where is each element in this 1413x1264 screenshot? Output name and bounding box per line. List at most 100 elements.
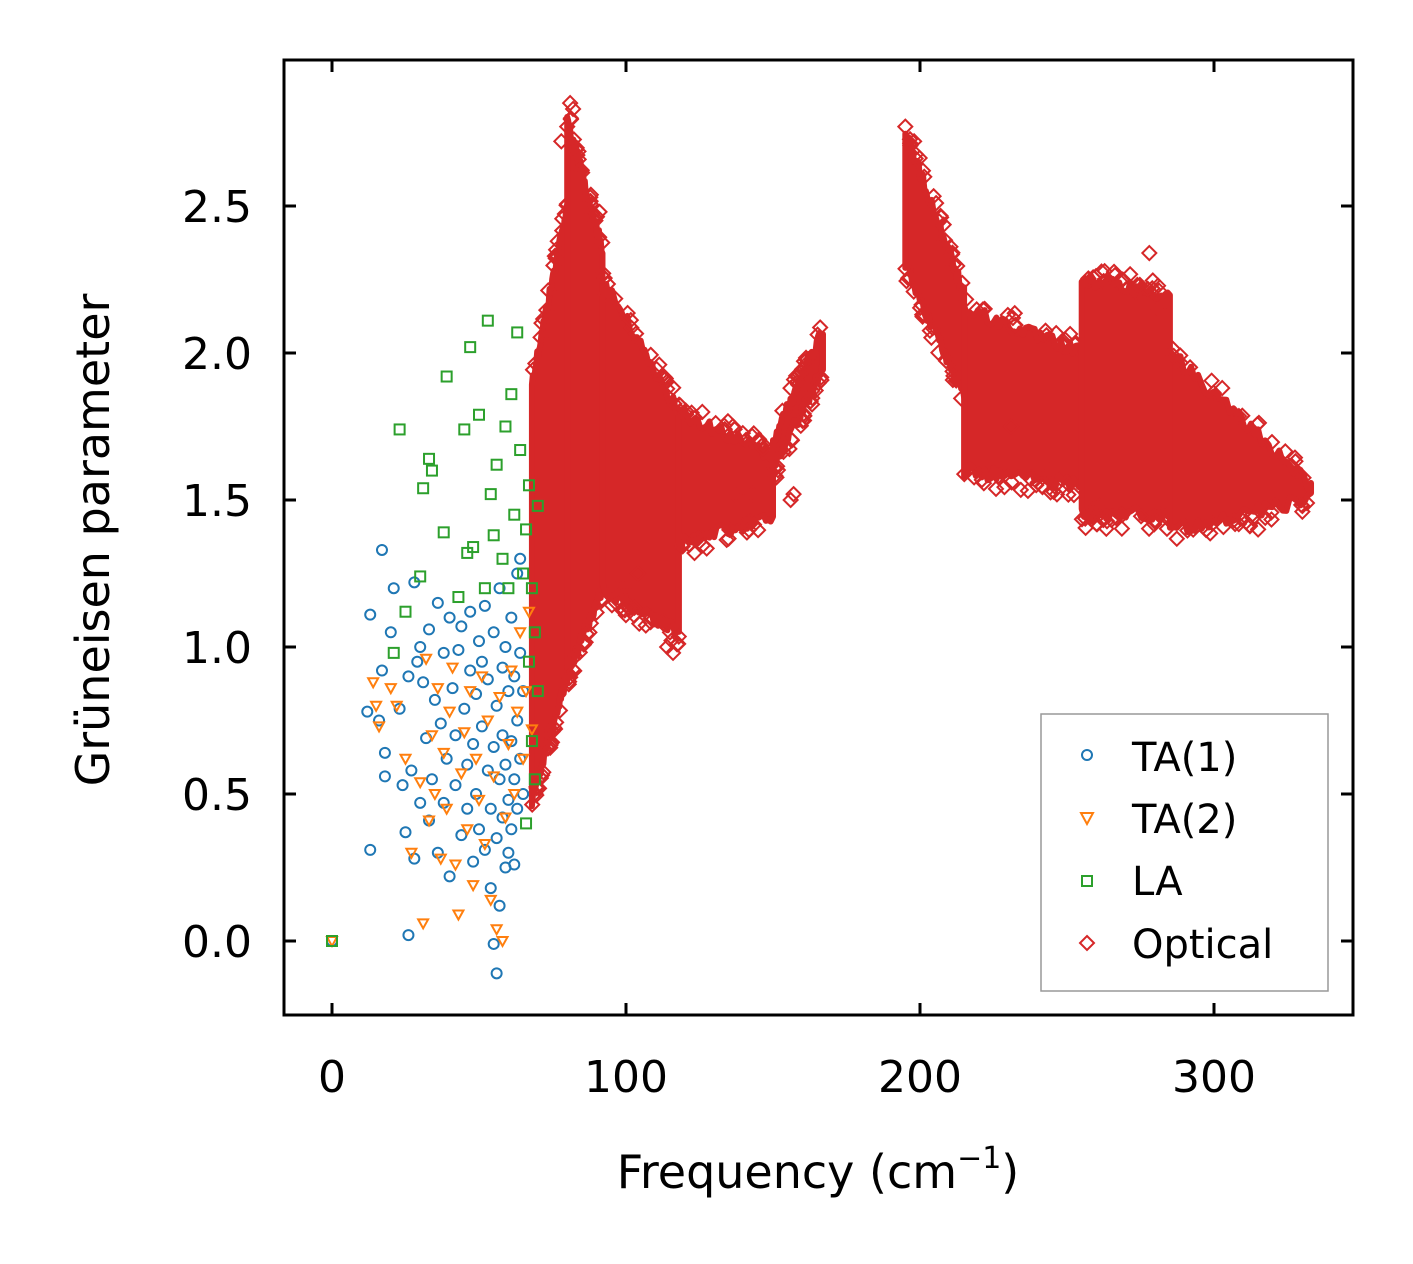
legend-label-ta2: TA(2) [1131,797,1237,843]
optical-point [594,265,612,282]
optical-point [929,344,947,362]
optical-point [1179,522,1196,539]
optical-point [915,306,933,323]
optical-point [901,130,919,148]
legend-item-ta1: TA(1) [1081,735,1237,781]
ta1-point [478,599,491,612]
ta1-point [467,738,480,751]
ta1-point [378,770,391,783]
ta1-point [375,543,388,556]
ta1-point [470,788,483,800]
ta1-point [361,705,374,718]
optical-point [1286,449,1304,467]
legend-item-ta2: TA(2) [1079,797,1237,843]
optical-point [782,379,799,397]
x-tick-label: 300 [1172,1052,1256,1103]
ta1-point [475,655,488,668]
ta1-point [505,735,518,748]
ta1-point [461,758,474,771]
optical-point [976,300,994,318]
optical-point [999,306,1017,324]
optical-point [1065,486,1083,504]
optical-point [661,623,679,641]
optical-point [593,234,611,252]
ta2-point [513,627,527,640]
optical-point [686,544,703,562]
ta1-point [478,843,491,856]
optical-point [1004,309,1022,327]
ta1-point [364,608,377,621]
optical-point [1282,457,1300,474]
optical-point [921,322,939,340]
optical-point [1149,300,1167,318]
la-point [326,935,338,947]
optical-point [1225,511,1243,529]
ta2-point [457,727,471,740]
optical-point [1233,407,1251,425]
ta2-point [442,706,457,719]
la-point [440,370,453,383]
ta1-point [452,643,465,656]
optical-point [558,118,576,136]
la-point [525,582,538,595]
optical-point [1145,515,1163,533]
ta1-point [514,646,527,659]
ta2-point [501,739,516,752]
ta2-point [481,715,495,728]
optical-point [533,766,551,784]
y-axis-label: Grüneisen parameter [66,293,120,786]
optical-point [943,244,961,262]
ta2-point [525,724,539,737]
optical-point [811,319,829,336]
la-point [414,570,427,583]
optical-point [1061,325,1079,343]
optical-point [945,367,962,385]
optical-point [1201,524,1219,542]
optical-point [1006,316,1024,334]
ta1-point [405,764,418,777]
ta2-point [372,721,386,734]
ta2-point [460,824,474,837]
ta2-point [413,777,427,790]
legend-item-optical: Optical [1078,922,1273,968]
optical-point [547,241,565,259]
la-point [425,464,438,477]
la-point [481,314,494,327]
optical-point [1249,520,1267,538]
optical-point [582,614,600,632]
ta1-point [502,793,515,806]
ta1-point [411,655,424,668]
optical-point [629,565,647,582]
la-point [490,458,503,471]
optical-point [560,673,578,691]
optical-point [657,370,675,387]
legend-marker-ta2 [1079,812,1095,827]
optical-point [1079,270,1097,287]
optical-point [577,633,595,651]
optical-point [526,784,544,802]
optical-point [948,257,966,275]
optical-point [537,301,555,319]
optical-point [1037,322,1054,340]
optical-point [765,459,783,477]
la-point [522,655,535,668]
optical-point [897,260,914,278]
optical-point [626,599,643,617]
optical-point [533,314,550,332]
ta1-point [387,582,400,595]
legend-marker-la [1081,875,1093,887]
ta1-point [467,855,480,868]
ta1-point [490,967,503,980]
optical-point [566,647,584,665]
optical-point [987,480,1005,498]
ta2-point [519,686,533,699]
legend-marker-optical [1078,934,1096,952]
optical-point [754,439,772,457]
la-point [458,423,471,436]
optical-point [619,304,637,322]
optical-point [562,109,580,127]
optical-point [1034,478,1051,496]
optical-point [608,579,626,597]
optical-point [792,417,810,435]
